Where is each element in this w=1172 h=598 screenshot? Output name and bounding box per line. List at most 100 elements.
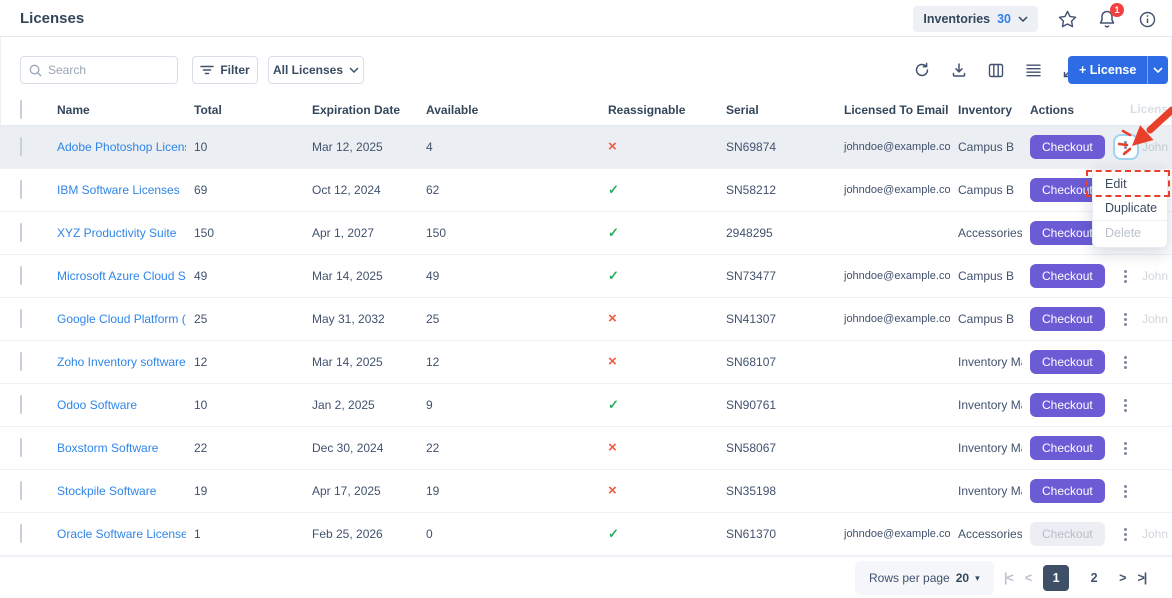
license-name-link[interactable]: XYZ Productivity Suite: [57, 226, 177, 240]
row-checkbox[interactable]: [20, 223, 22, 242]
reassignable-no-icon: ×: [608, 355, 617, 369]
row-checkbox[interactable]: [20, 481, 22, 500]
table-row[interactable]: Microsoft Azure Cloud Ser... 49 Mar 14, …: [0, 255, 1172, 298]
cell-serial: SN41307: [726, 312, 777, 326]
cell-inventory: Inventory Mar: [958, 484, 1022, 498]
reassignable-no-icon: ×: [608, 484, 617, 498]
row-checkbox[interactable]: [20, 395, 22, 414]
license-name-link[interactable]: Adobe Photoshop License: [57, 140, 186, 154]
row-checkbox[interactable]: [20, 266, 22, 285]
table-row[interactable]: Adobe Photoshop License 10 Mar 12, 2025 …: [0, 126, 1172, 169]
pagination-first-button[interactable]: |<: [1004, 571, 1014, 585]
top-bar: Licenses Inventories 30 1: [0, 0, 1172, 37]
license-scope-dropdown[interactable]: All Licenses: [268, 56, 364, 84]
export-button[interactable]: [949, 60, 969, 80]
menu-item-edit[interactable]: Edit: [1105, 177, 1127, 191]
add-license-menu-button[interactable]: [1148, 67, 1168, 73]
row-checkbox[interactable]: [20, 524, 22, 543]
cell-available: 4: [426, 140, 433, 154]
pagination-page-2[interactable]: 2: [1090, 571, 1098, 585]
row-actions-menu-button[interactable]: [1113, 306, 1139, 332]
refresh-button[interactable]: [912, 60, 932, 80]
cell-inventory: Accessories r: [958, 527, 1022, 541]
checkout-button[interactable]: Checkout: [1030, 350, 1105, 374]
column-header-serial[interactable]: Serial: [726, 102, 759, 117]
pagination-prev-button[interactable]: <: [1024, 571, 1032, 585]
license-name-link[interactable]: Boxstorm Software: [57, 441, 159, 455]
ghost-column-header: Licensed To: [1130, 102, 1172, 116]
row-checkbox[interactable]: [20, 309, 22, 328]
table-row[interactable]: Stockpile Software 19 Apr 17, 2025 19 × …: [0, 470, 1172, 513]
cell-serial: SN90761: [726, 398, 777, 412]
add-license-split-button: + License: [1068, 56, 1169, 84]
notifications-button[interactable]: 1: [1096, 3, 1124, 30]
table-row[interactable]: Oracle Software Licenses 1 Feb 25, 2026 …: [0, 513, 1172, 556]
row-actions-menu-button[interactable]: [1113, 349, 1139, 375]
cell-available: 25: [426, 312, 440, 326]
column-header-email[interactable]: Licensed To Email: [844, 102, 949, 117]
cell-serial: SN69874: [726, 140, 777, 154]
info-icon: [1139, 11, 1156, 28]
column-header-name[interactable]: Name: [57, 102, 90, 117]
manage-columns-button[interactable]: [986, 60, 1006, 80]
reassignable-yes-icon: ✓: [608, 225, 619, 240]
row-checkbox[interactable]: [20, 180, 22, 199]
row-actions-menu-button[interactable]: [1113, 263, 1139, 289]
cell-total: 49: [194, 269, 208, 283]
cell-available: 62: [426, 183, 440, 197]
license-name-link[interactable]: Google Cloud Platform (G...: [57, 312, 186, 326]
license-name-link[interactable]: Odoo Software: [57, 398, 138, 412]
table-row[interactable]: Zoho Inventory software 12 Mar 14, 2025 …: [0, 341, 1172, 384]
row-actions-menu-button[interactable]: [1113, 392, 1139, 418]
filter-button[interactable]: Filter: [192, 56, 258, 84]
checkout-button[interactable]: Checkout: [1030, 436, 1105, 460]
table-row[interactable]: Google Cloud Platform (G... 25 May 31, 2…: [0, 298, 1172, 341]
table-row[interactable]: Boxstorm Software 22 Dec 30, 2024 22 × S…: [0, 427, 1172, 470]
row-checkbox[interactable]: [20, 137, 22, 156]
row-actions-menu-button[interactable]: [1113, 521, 1139, 547]
row-actions-menu-button[interactable]: [1112, 134, 1139, 160]
column-header-reassignable[interactable]: Reassignable: [608, 102, 686, 117]
pagination-page-1[interactable]: 1: [1043, 565, 1070, 591]
table-row[interactable]: IBM Software Licenses 69 Oct 12, 2024 62…: [0, 169, 1172, 212]
checkout-button[interactable]: Checkout: [1030, 307, 1105, 331]
pagination-next-button[interactable]: >: [1119, 571, 1126, 585]
license-name-link[interactable]: Microsoft Azure Cloud Ser...: [57, 269, 186, 283]
row-actions-menu-button[interactable]: [1113, 478, 1139, 504]
favorite-button[interactable]: [1056, 8, 1078, 30]
column-header-total[interactable]: Total: [194, 102, 222, 117]
table-row[interactable]: Odoo Software 10 Jan 2, 2025 9 ✓ SN90761…: [0, 384, 1172, 427]
menu-item-duplicate[interactable]: Duplicate: [1105, 201, 1158, 215]
menu-item-delete: Delete: [1093, 220, 1167, 245]
cell-available: 49: [426, 269, 440, 283]
search-input[interactable]: [48, 63, 168, 77]
cell-total: 1: [194, 527, 201, 541]
select-all-checkbox[interactable]: [20, 99, 22, 119]
cell-expiration: Apr 17, 2025: [312, 484, 381, 498]
license-name-link[interactable]: Stockpile Software: [57, 484, 157, 498]
row-checkbox[interactable]: [20, 438, 22, 457]
column-header-available[interactable]: Available: [426, 102, 479, 117]
license-name-link[interactable]: IBM Software Licenses: [57, 183, 180, 197]
pagination-last-button[interactable]: >|: [1137, 571, 1147, 585]
column-header-expiration[interactable]: Expiration Date: [312, 102, 401, 117]
add-license-button[interactable]: + License: [1079, 63, 1137, 77]
license-name-link[interactable]: Zoho Inventory software: [57, 355, 186, 369]
row-density-button[interactable]: [1023, 60, 1043, 80]
inventories-dropdown[interactable]: Inventories 30: [913, 6, 1038, 32]
annotation-edit-highlight: [1086, 170, 1170, 197]
cell-available: 12: [426, 355, 440, 369]
help-button[interactable]: [1136, 8, 1158, 30]
row-checkbox[interactable]: [20, 352, 22, 371]
checkout-button[interactable]: Checkout: [1030, 479, 1105, 503]
checkout-button[interactable]: Checkout: [1030, 135, 1105, 159]
checkout-button[interactable]: Checkout: [1030, 264, 1105, 288]
table-row[interactable]: XYZ Productivity Suite 150 Apr 1, 2027 1…: [0, 212, 1172, 255]
row-actions-menu-button[interactable]: [1113, 435, 1139, 461]
license-name-link[interactable]: Oracle Software Licenses: [57, 527, 186, 541]
kebab-icon: [1124, 274, 1128, 278]
rows-per-page-dropdown[interactable]: Rows per page 20 ▾: [855, 561, 994, 595]
checkout-button[interactable]: Checkout: [1030, 393, 1105, 417]
column-header-inventory[interactable]: Inventory: [958, 102, 1013, 117]
